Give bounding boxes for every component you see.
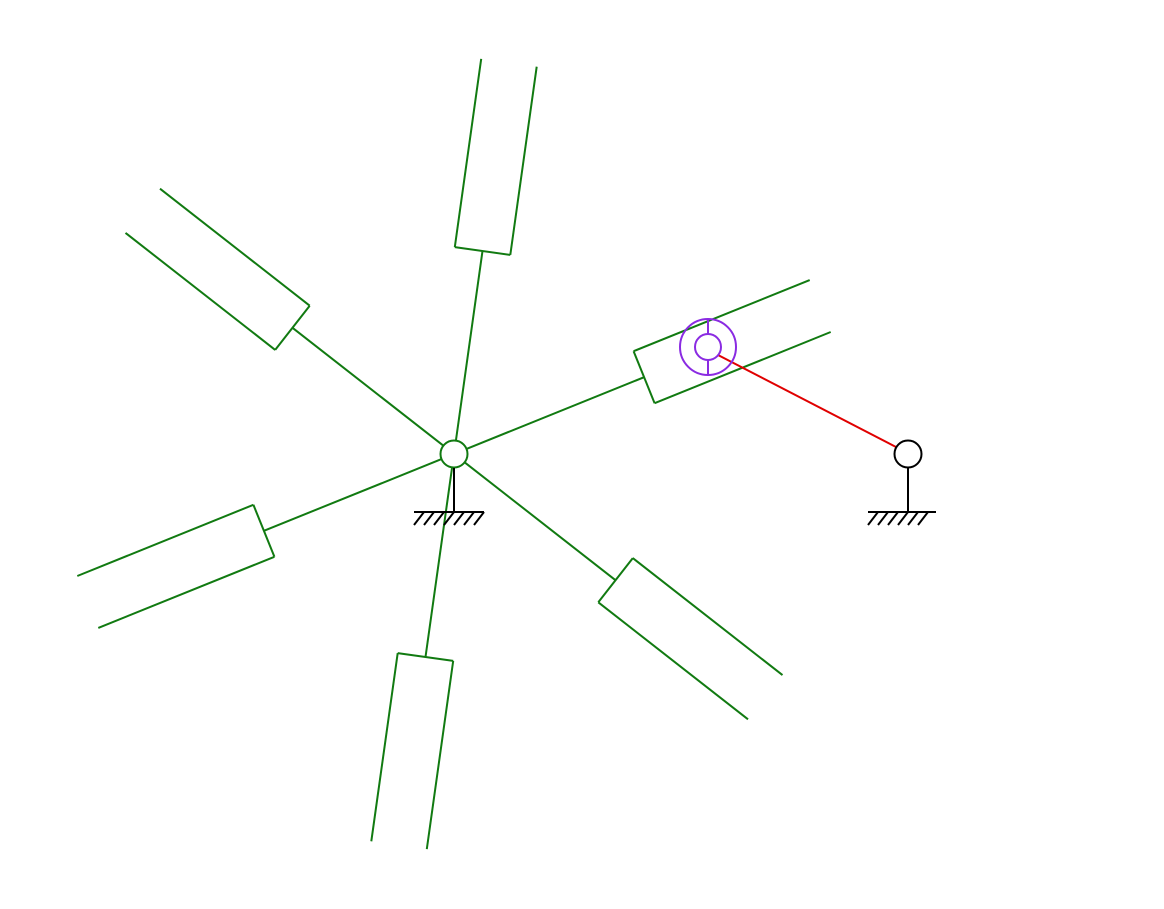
geneva-slot-base (252, 504, 276, 558)
geneva-spoke (263, 458, 442, 532)
geneva-wheel-ground-support (413, 468, 485, 526)
geneva-slot-wall (509, 66, 538, 256)
geneva-slot-wall (632, 557, 784, 676)
ground-hatching (413, 511, 485, 526)
geneva-slot-base (397, 652, 454, 662)
hatch-mark (877, 511, 889, 526)
geneva-slot-wall (597, 601, 749, 721)
hatch-mark (907, 511, 919, 526)
hatch-mark (413, 511, 425, 526)
drive-pin (679, 318, 737, 376)
geneva-slot-arm (124, 187, 445, 447)
geneva-slot-wall (97, 555, 275, 629)
geneva-spoke (463, 461, 617, 581)
geneva-slot-arm (463, 461, 784, 721)
geneva-slot-base (632, 350, 656, 404)
hatch-mark (473, 511, 485, 526)
hatch-mark (463, 511, 475, 526)
geneva-slot-wall (124, 232, 276, 351)
geneva-slot-arm (453, 58, 538, 441)
geneva-slot-arm (370, 467, 455, 850)
geneva-slot-base (274, 305, 311, 351)
geneva-wheel (76, 58, 832, 850)
hatch-mark (423, 511, 435, 526)
geneva-slot-base (454, 246, 511, 256)
drive-crank-link (717, 354, 897, 448)
hatch-mark (867, 511, 879, 526)
geneva-spoke (454, 250, 484, 441)
geneva-slot-wall (370, 652, 399, 842)
geneva-spoke (291, 327, 445, 447)
geneva-slot-base (597, 557, 634, 603)
geneva-slot-wall (76, 503, 254, 577)
hatch-mark (917, 511, 929, 526)
geneva-slot-wall (633, 279, 811, 353)
geneva-slot-arm (76, 458, 442, 629)
crank-pivot-joint (893, 439, 923, 469)
ground-hatching (867, 511, 929, 526)
hatch-mark (443, 511, 455, 526)
geneva-spoke (466, 376, 645, 450)
hatch-mark (433, 511, 445, 526)
hatch-mark (897, 511, 909, 526)
geneva-spoke (424, 467, 454, 658)
geneva-slot-arm (466, 279, 832, 450)
hatch-mark (887, 511, 899, 526)
hatch-mark (453, 511, 465, 526)
geneva-slot-wall (425, 660, 455, 850)
geneva-slot-wall (453, 58, 483, 248)
geneva-wheel-hub (439, 439, 469, 469)
crank-ground-pivot (867, 439, 936, 526)
drive-pin-inner-circle (694, 333, 722, 361)
geneva-slot-wall (159, 187, 311, 307)
